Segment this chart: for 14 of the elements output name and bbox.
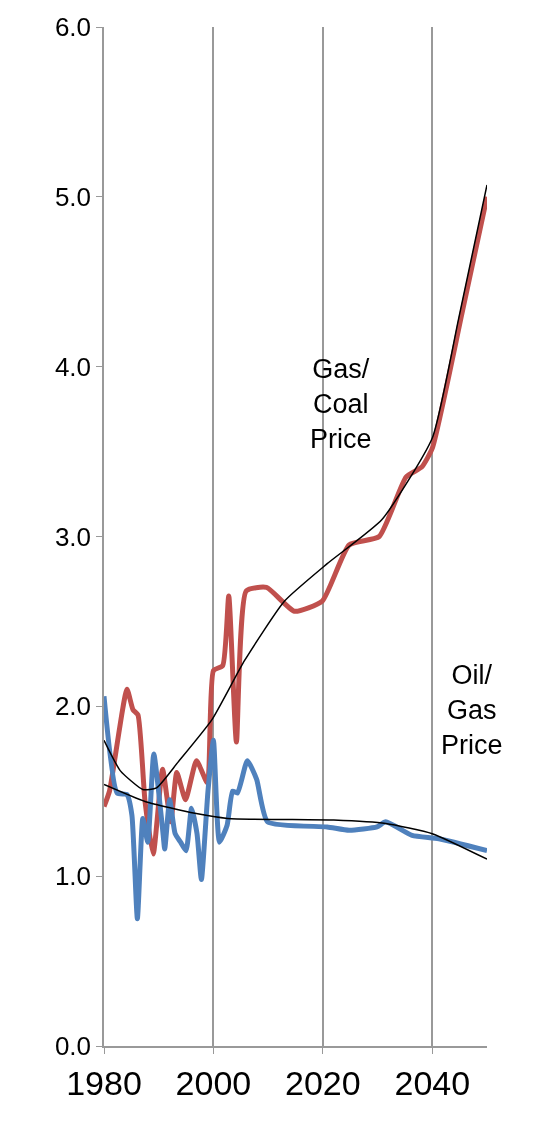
y-tick-label: 0.0: [54, 1031, 92, 1062]
y-tick-label: 4.0: [54, 351, 92, 382]
text: Oil/ Gas Price: [441, 660, 503, 761]
x-tick-label: 2020: [285, 1063, 361, 1102]
y-tick-label: 3.0: [54, 521, 92, 552]
x-tick-label: 2000: [175, 1063, 252, 1102]
line-series: [104, 783, 487, 860]
y-tick-label: 6.0: [54, 12, 92, 43]
y-tick-label: 2.0: [54, 691, 92, 722]
x-tick-label: 2040: [394, 1063, 471, 1102]
y-tick-label: 1.0: [54, 861, 92, 892]
y-tick-label: 5.0: [54, 181, 92, 212]
x-tick-label: 1980: [66, 1063, 142, 1102]
series-label: Gas/ Coal Price: [310, 354, 372, 455]
